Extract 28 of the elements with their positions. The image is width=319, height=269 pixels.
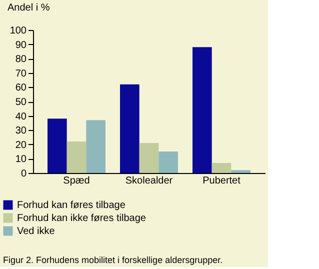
y-tick-label: 30 [15,126,27,137]
y-tick-label: 40 [15,111,27,122]
y-tick-label: 80 [15,54,27,66]
y-tick-label: 50 [15,97,27,108]
y-tick-label: 10 [15,154,27,166]
bar [139,142,159,173]
text: Figur 2. Forhudens mobilitet i forskellige aldersgrupper. [3,255,223,265]
bar [158,152,178,173]
legend-label: Forhud kan ikke føres tilbage [17,213,146,224]
y-axis-title: Andel i % [8,2,50,14]
x-tick-label: Pubertet [202,176,241,186]
bar [86,120,106,173]
x-tick-label: Spæd [63,176,90,186]
y-tick-label: 100 [10,26,27,36]
y-tick-label: 20 [15,140,27,151]
y-tick-label: 0 [20,168,27,180]
legend-label: Ved ikke [17,226,56,237]
y-tick-label: 60 [15,82,27,94]
bar [66,142,86,173]
legend-label: Forhud kan føres tilbage [17,200,126,211]
bar [231,170,250,173]
y-tick-label: 90 [15,40,27,51]
y-tick-label: 70 [15,68,27,80]
bar [120,84,140,173]
x-tick-label: Skolealder [125,176,174,186]
bar [192,47,212,173]
bar [48,118,67,173]
bar [212,162,232,173]
